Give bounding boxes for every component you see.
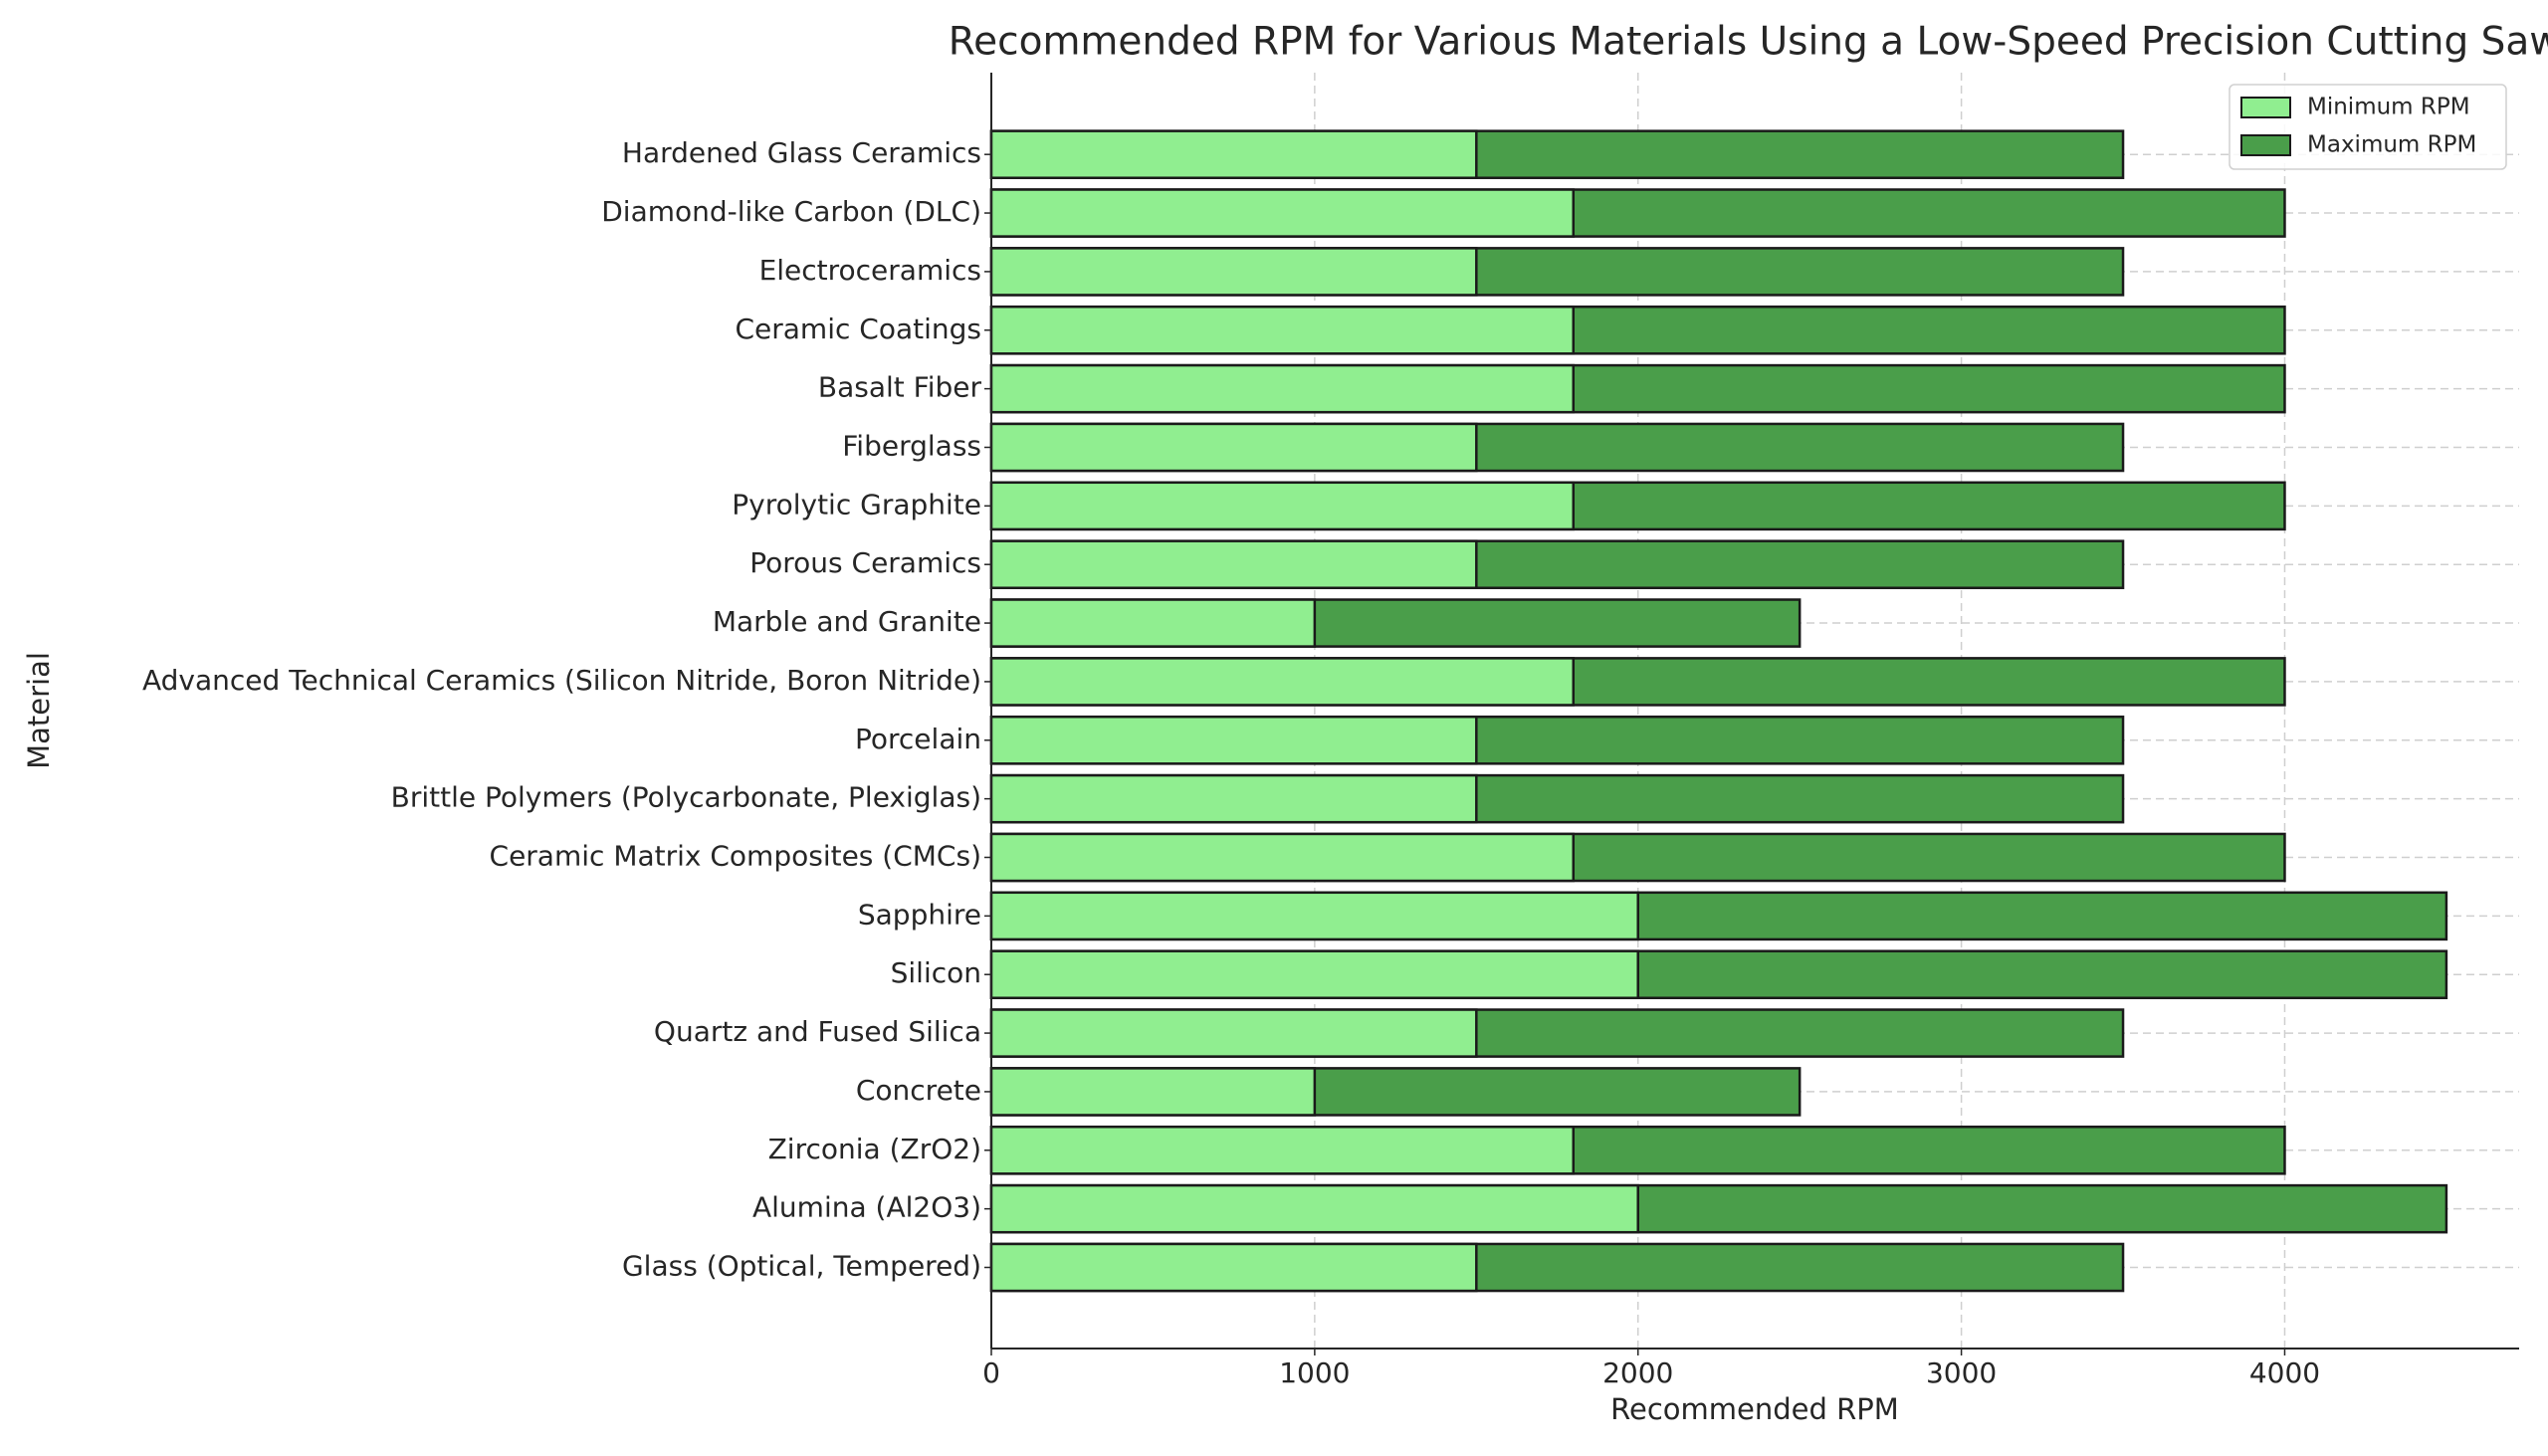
bar: [989, 1125, 1576, 1175]
bar: [989, 1008, 1478, 1058]
y-tick-label: Electroceramics: [759, 254, 981, 287]
legend-label: Minimum RPM: [2307, 95, 2470, 120]
y-tick-label: Basalt Fiber: [818, 371, 982, 404]
y-tick-label: Pyrolytic Graphite: [732, 488, 981, 520]
bar: [989, 949, 1639, 1000]
bar: [989, 363, 1576, 414]
x-tick-label: 2000: [1602, 1356, 1673, 1389]
bar: [989, 773, 1478, 824]
y-tick-label: Alumina (Al2O3): [752, 1191, 981, 1224]
x-tick-label: 3000: [1926, 1356, 1997, 1389]
bar: [989, 481, 1576, 531]
legend-swatch: [2240, 97, 2291, 118]
bar: [989, 1067, 1317, 1117]
bar: [989, 305, 1576, 355]
bar: [989, 657, 1576, 707]
bar: [989, 247, 1478, 297]
y-tick-label: Glass (Optical, Tempered): [622, 1250, 981, 1283]
y-tick-label: Quartz and Fused Silica: [654, 1015, 981, 1048]
y-tick-label: Porcelain: [855, 723, 981, 755]
y-tick-label: Sapphire: [858, 898, 981, 931]
y-tick-label: Diamond-like Carbon (DLC): [601, 195, 981, 228]
x-tick-label: 0: [982, 1356, 1000, 1389]
y-tick-label: Brittle Polymers (Polycarbonate, Plexigl…: [391, 781, 981, 814]
y-tick-label: Porous Ceramics: [749, 546, 981, 579]
bar: [989, 891, 1639, 941]
y-tick-label: Concrete: [856, 1074, 981, 1107]
bar: [989, 715, 1478, 765]
legend-swatch: [2240, 134, 2291, 156]
legend-label: Maximum RPM: [2307, 132, 2476, 158]
y-tick-label: Fiberglass: [842, 429, 981, 462]
y-axis-label: Material: [22, 652, 56, 769]
bar: [989, 188, 1576, 238]
y-tick-label: Advanced Technical Ceramics (Silicon Nit…: [142, 664, 981, 697]
bar: [989, 1242, 1478, 1293]
y-tick-label: Marble and Granite: [713, 605, 981, 638]
chart-title: Recommended RPM for Various Materials Us…: [949, 20, 2548, 65]
bar: [989, 422, 1478, 473]
y-tick-label: Hardened Glass Ceramics: [622, 136, 981, 169]
bar: [989, 539, 1478, 589]
x-tick-label: 4000: [2249, 1356, 2320, 1389]
y-tick-label: Ceramic Matrix Composites (CMCs): [490, 839, 981, 872]
x-axis-label: Recommended RPM: [1610, 1392, 1899, 1426]
bar: [989, 598, 1317, 648]
x-tick-label: 1000: [1279, 1356, 1350, 1389]
y-tick-label: Silicon: [891, 956, 981, 989]
bar: [989, 129, 1478, 179]
bar: [989, 1183, 1639, 1234]
y-tick-label: Ceramic Coatings: [735, 312, 981, 345]
y-tick-label: Zirconia (ZrO2): [768, 1133, 981, 1165]
legend-box: [2229, 84, 2507, 170]
bar: [989, 832, 1576, 883]
